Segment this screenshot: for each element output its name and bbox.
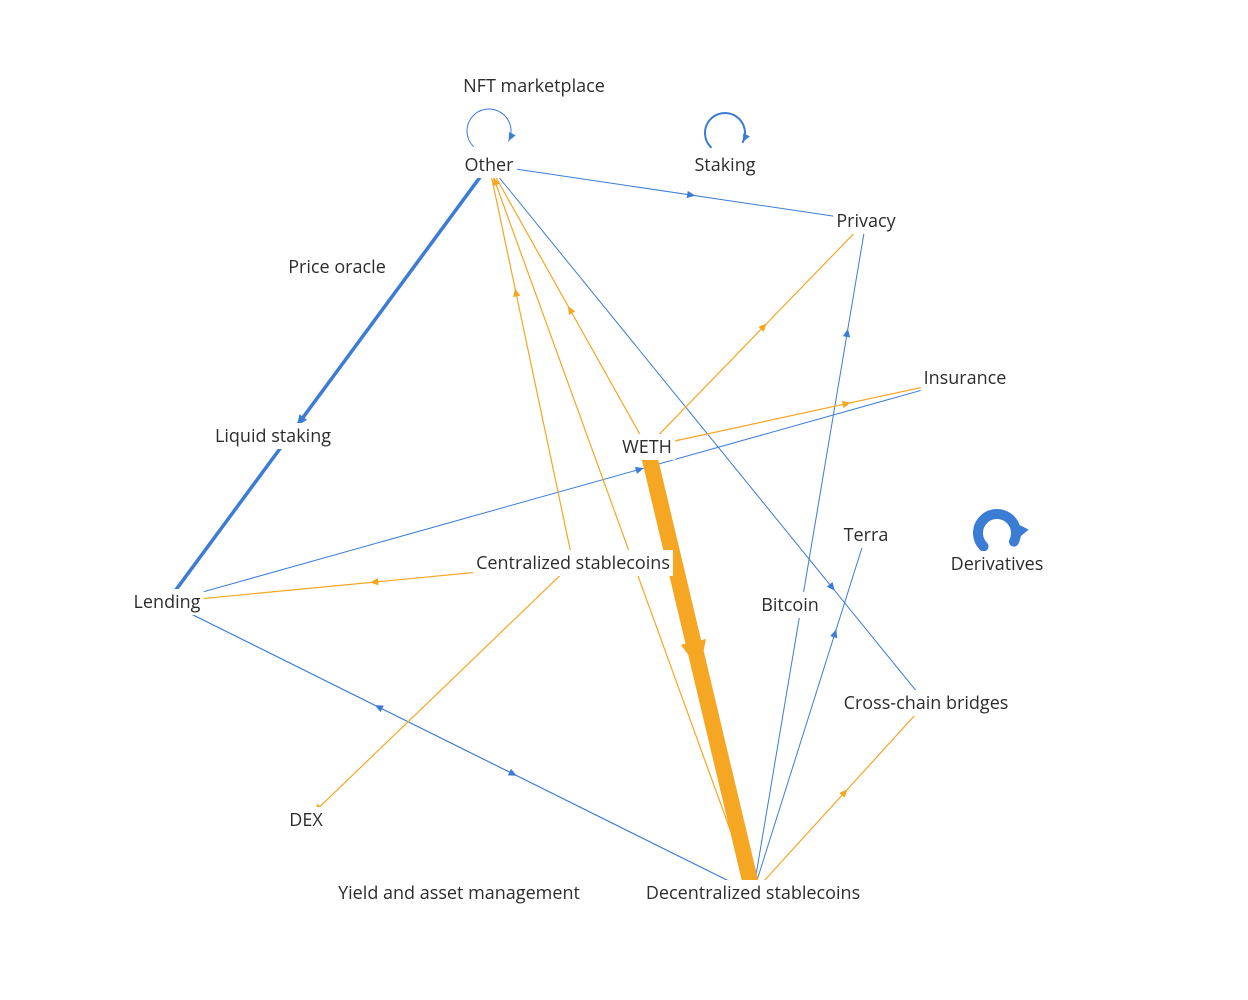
arrowhead xyxy=(635,467,644,474)
node-label-derivatives: Derivatives xyxy=(951,552,1044,576)
node-label-crosschain_bridges: Cross-chain bridges xyxy=(844,691,1009,715)
arrowhead xyxy=(687,191,696,198)
arrowhead xyxy=(743,133,750,142)
self-loop-staking xyxy=(705,113,745,147)
self-loop-other xyxy=(467,109,511,147)
arrowhead xyxy=(827,582,835,591)
arrowhead xyxy=(509,132,516,141)
edge-centralized_stable-dex xyxy=(313,570,566,813)
node-label-centralized_stable: Centralized stablecoins xyxy=(476,551,670,575)
arrowhead xyxy=(513,288,520,297)
edge-lending-decentralized_stable xyxy=(176,606,744,888)
edge-decentralized_stable-privacy xyxy=(755,231,865,883)
edge-weth-insurance xyxy=(657,380,955,445)
edge-decentralized_stable-crosschain_bridges xyxy=(760,710,920,885)
node-label-dex: DEX xyxy=(289,808,323,832)
node-label-other: Other xyxy=(465,153,515,177)
edge-other-privacy xyxy=(499,166,856,219)
network-diagram: NFT marketplace Other Staking Privacy Price … xyxy=(0,0,1248,1000)
arrowhead xyxy=(843,329,850,338)
node-label-yield_asset_mgmt: Yield and asset management xyxy=(338,881,580,905)
node-label-bitcoin: Bitcoin xyxy=(761,593,819,617)
self-loop-derivatives xyxy=(978,514,1016,546)
edge-decentralized_stable-other xyxy=(492,174,749,883)
node-label-terra: Terra xyxy=(844,523,889,547)
edge-centralized_stable-other xyxy=(491,175,571,553)
node-label-staking: Staking xyxy=(694,153,755,177)
node-label-liquid_staking: Liquid staking xyxy=(215,424,331,448)
arrowhead xyxy=(830,629,837,638)
node-label-weth: WETH xyxy=(622,435,672,459)
node-label-nft_marketplace: NFT marketplace xyxy=(463,74,605,98)
node-label-insurance: Insurance xyxy=(924,366,1007,390)
node-label-price_oracle: Price oracle xyxy=(288,255,386,279)
edge-other-lending xyxy=(173,173,483,594)
node-label-lending: Lending xyxy=(134,590,201,614)
labels-layer: NFT marketplace Other Staking Privacy Price … xyxy=(131,73,1047,906)
arrowhead xyxy=(1014,523,1029,542)
node-label-privacy: Privacy xyxy=(836,209,896,233)
node-label-decentralized_stable: Decentralized stablecoins xyxy=(646,881,860,905)
arrowhead xyxy=(842,401,851,408)
arrowhead xyxy=(370,578,379,585)
